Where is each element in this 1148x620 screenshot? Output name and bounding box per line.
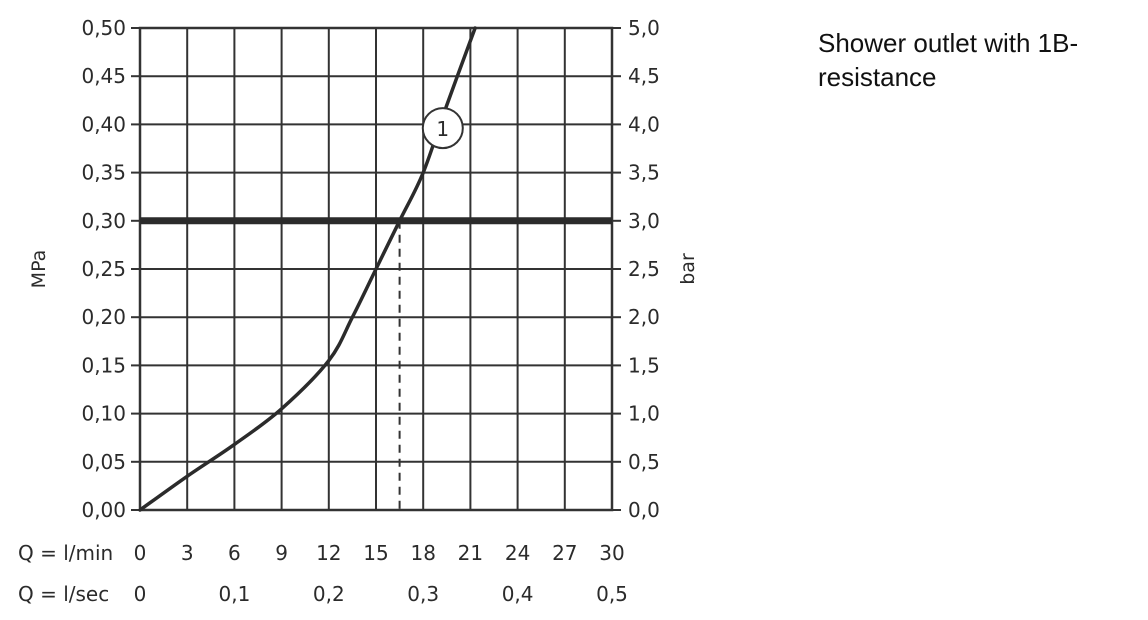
x-tick-label-lsec: 0,3 [407,582,439,606]
curve-layer: 1 [138,26,612,512]
x-tick-label-lmin: 18 [410,541,435,565]
y-tick-label-left: 0,50 [81,16,126,40]
tick-labels: 0,00 0,00,05 0,50,10 1,00,15 1,50,20 2,00,25 2… [81,16,659,606]
y-axis-left-label: MPa [28,250,50,289]
series-label-circle [421,107,464,150]
x-tick-label-lmin: 24 [505,541,530,565]
chart-description: Shower outlet with 1B-resistance [818,28,1079,92]
y-tick-label-left: 0,40 [81,112,126,136]
y-tick-label-left: 0,05 [81,450,126,474]
y-tick-label-right: 4,5 [628,64,660,88]
y-tick-label-left: 0,25 [81,257,126,281]
y-tick-label-right: 0,0 [628,498,660,522]
y-axis-right-label: bar [677,253,699,285]
y-tick-label-right: 0,5 [628,450,660,474]
y-tick-label-right: 5,0 [628,16,660,40]
x-tick-label-lmin: 0 [134,541,147,565]
y-tick-label-left: 0,35 [81,161,126,185]
y-tick-label-left: 0,10 [81,402,126,426]
x-tick-label-lsec: 0,4 [502,582,534,606]
y-tick-label-left: 0,30 [81,209,126,233]
x-tick-label-lmin: 15 [363,541,388,565]
y-tick-label-right: 2,5 [628,257,660,281]
x-tick-label-lmin: 3 [181,541,194,565]
y-tick-label-left: 0,20 [81,305,126,329]
plot-frame [138,26,614,512]
x-axis-row-label-lsec: Q = l/sec [18,582,109,606]
y-tick-label-right: 1,0 [628,402,660,426]
y-tick-label-left: 0,15 [81,353,126,377]
x-tick-label-lmin: 30 [599,541,624,565]
x-tick-label-lsec: 0,5 [596,582,628,606]
x-tick-label-lsec: 0 [134,582,147,606]
x-axis-row-label-lmin: Q = l/min [18,541,113,565]
y-tick-label-right: 3,5 [628,161,660,185]
x-tick-label-lsec: 0,1 [218,582,250,606]
y-tick-label-right: 1,5 [628,353,660,377]
x-tick-label-lmin: 21 [458,541,483,565]
flow-rate-chart: 1 0,00 0,0 0,05 0,5 0,10 1,0 0,15 1,5 0,20 2,0 0,2… [18,16,699,606]
series-label: 1 [436,117,449,141]
y-tick-label-left: 0,00 [81,498,126,522]
x-tick-label-lmin: 12 [316,541,341,565]
chart-canvas: 1 0,00 0,00,05 0,50,10 1,00,15 1,50,20 2,00,2… [18,16,699,606]
y-tick-label-right: 4,0 [628,112,660,136]
x-tick-label-lmin: 9 [275,541,288,565]
x-tick-label-lsec: 0,2 [313,582,345,606]
x-tick-label-lmin: 6 [228,541,241,565]
y-tick-label-right: 2,0 [628,305,660,329]
y-tick-label-right: 3,0 [628,209,660,233]
x-tick-label-lmin: 27 [552,541,577,565]
y-tick-label-left: 0,45 [81,64,126,88]
